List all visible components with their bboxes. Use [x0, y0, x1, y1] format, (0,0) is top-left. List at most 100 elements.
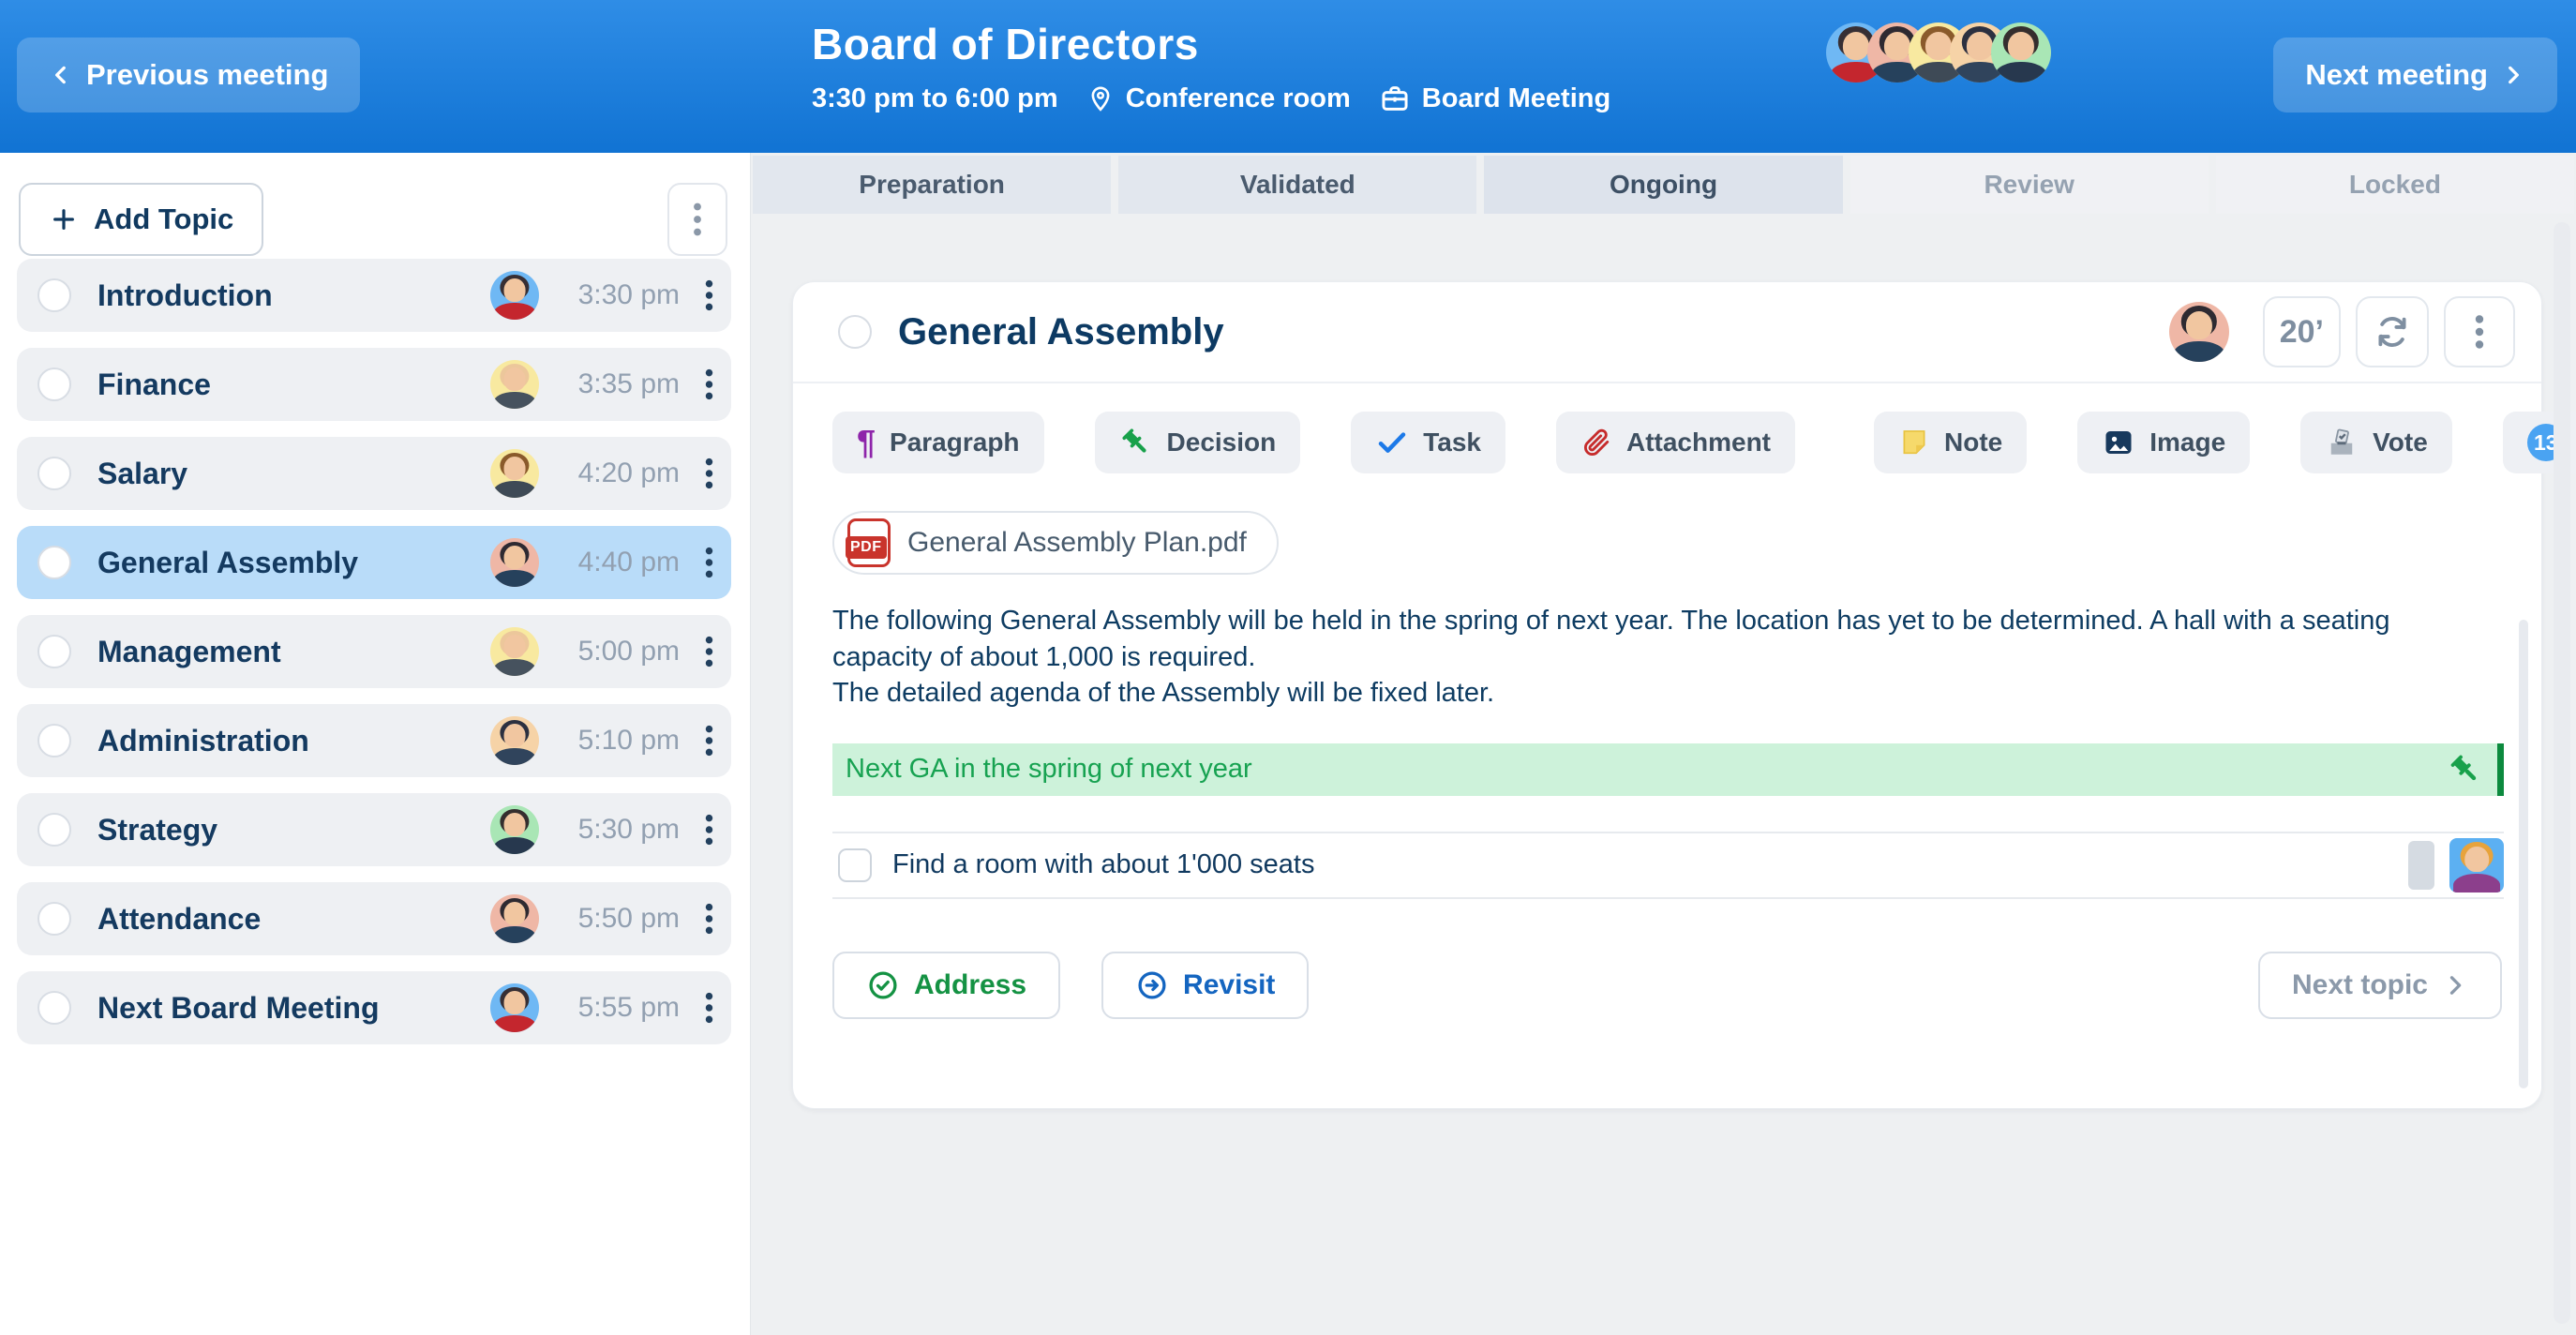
paragraph-line: The detailed agenda of the Assembly will… — [832, 678, 1495, 709]
topic-card-menu-button[interactable] — [2444, 296, 2515, 368]
checkmark-icon — [1375, 426, 1409, 459]
pilcrow-icon: ¶ — [857, 423, 876, 461]
status-tabs: Preparation Validated Ongoing Review Loc… — [753, 156, 2575, 214]
image-icon — [2102, 426, 2135, 459]
attendee-avatars[interactable] — [1826, 22, 2051, 82]
address-button[interactable]: Address — [832, 951, 1061, 1019]
topic-row-finance[interactable]: Finance 3:35 pm — [17, 348, 731, 421]
tab-validated[interactable]: Validated — [1118, 156, 1477, 214]
attachment-file-chip[interactable]: PDF General Assembly Plan.pdf — [832, 511, 1279, 575]
previous-meeting-button[interactable]: Previous meeting — [17, 38, 361, 112]
revisit-label: Revisit — [1183, 968, 1276, 1000]
paragraph-chip[interactable]: ¶ Paragraph — [832, 412, 1044, 473]
topic-time: 5:10 pm — [577, 725, 680, 756]
next-meeting-label: Next meeting — [2305, 58, 2488, 91]
task-chip[interactable]: Task — [1351, 412, 1505, 473]
topic-label: General Assembly — [97, 545, 359, 579]
card-scrollbar[interactable] — [2519, 620, 2528, 1088]
ballot-box-icon — [2325, 426, 2359, 459]
topic-menu-button[interactable] — [704, 368, 714, 401]
topic-avatar — [490, 538, 539, 587]
gavel-icon — [2448, 752, 2483, 788]
note-chip[interactable]: Note — [1874, 412, 2028, 473]
attachment-chip-button[interactable]: Attachment — [1555, 412, 1795, 473]
task-drag-handle[interactable] — [2408, 840, 2434, 890]
task-row[interactable]: Find a room with about 1'000 seats — [832, 831, 2504, 899]
topic-time: 5:55 pm — [577, 992, 680, 1023]
task-label: Find a room with about 1'000 seats — [892, 849, 1315, 880]
paragraph-chip-label: Paragraph — [890, 428, 1020, 457]
topic-label: Salary — [97, 456, 188, 490]
tab-preparation[interactable]: Preparation — [753, 156, 1112, 214]
paragraph-block[interactable]: The following General Assembly will be h… — [832, 603, 2464, 712]
refresh-icon — [2373, 312, 2412, 352]
main-scrollbar[interactable] — [2554, 222, 2570, 1324]
topic-row-general-assembly[interactable]: General Assembly 4:40 pm — [17, 526, 731, 599]
address-label: Address — [914, 968, 1027, 1000]
topic-checkbox[interactable] — [37, 813, 71, 847]
topic-checkbox[interactable] — [37, 724, 71, 758]
topic-time: 3:35 pm — [577, 368, 680, 399]
topic-label: Finance — [97, 367, 211, 401]
topic-label: Attendance — [97, 901, 262, 936]
refresh-button[interactable] — [2356, 296, 2429, 368]
meeting-header: Previous meeting Board of Directors 3:30… — [0, 0, 2576, 153]
attachment-chip-label: Attachment — [1625, 428, 1771, 457]
topic-label: Administration — [97, 723, 309, 758]
next-meeting-button[interactable]: Next meeting — [2273, 38, 2557, 112]
sticky-note-icon — [1898, 427, 1930, 458]
topic-time: 5:30 pm — [577, 814, 680, 845]
topic-label: Next Board Meeting — [97, 990, 380, 1025]
chevron-right-icon — [2501, 59, 2525, 91]
topic-menu-button[interactable] — [704, 902, 714, 936]
topics-sidebar: Add Topic Introduction 3:30 pm Finance 3… — [0, 153, 751, 1335]
topic-avatar — [490, 360, 539, 409]
topic-checkbox[interactable] — [37, 457, 71, 490]
topic-list: Introduction 3:30 pm Finance 3:35 pm Sal… — [17, 259, 731, 1044]
topic-row-strategy[interactable]: Strategy 5:30 pm — [17, 793, 731, 866]
topic-row-salary[interactable]: Salary 4:20 pm — [17, 437, 731, 510]
topic-row-administration[interactable]: Administration 5:10 pm — [17, 704, 731, 777]
image-chip[interactable]: Image — [2077, 412, 2251, 473]
task-chip-label: Task — [1423, 428, 1481, 457]
topic-menu-button[interactable] — [704, 546, 714, 579]
sidebar-toolbar: Add Topic — [19, 183, 727, 256]
decision-chip[interactable]: Decision — [1094, 412, 1301, 473]
add-topic-label: Add Topic — [94, 202, 234, 235]
next-topic-button[interactable]: Next topic — [2257, 951, 2502, 1019]
tab-ongoing[interactable]: Ongoing — [1484, 156, 1843, 214]
topic-row-next-board-meeting[interactable]: Next Board Meeting 5:55 pm — [17, 971, 731, 1044]
topic-row-introduction[interactable]: Introduction 3:30 pm — [17, 259, 731, 332]
topic-menu-button[interactable] — [704, 991, 714, 1025]
add-topic-button[interactable]: Add Topic — [19, 183, 264, 256]
gavel-icon — [1119, 426, 1153, 459]
topic-checkbox[interactable] — [37, 991, 71, 1025]
topic-menu-button[interactable] — [704, 278, 714, 312]
tab-review[interactable]: Review — [1850, 156, 2209, 214]
sidebar-menu-button[interactable] — [667, 183, 727, 256]
topic-label: Strategy — [97, 812, 218, 847]
topic-card-checkbox[interactable] — [838, 315, 872, 349]
topic-row-management[interactable]: Management 5:00 pm — [17, 615, 731, 688]
topic-menu-button[interactable] — [704, 813, 714, 847]
attachment-file-name: General Assembly Plan.pdf — [907, 527, 1247, 558]
topic-menu-button[interactable] — [704, 635, 714, 668]
vote-chip[interactable]: Vote — [2300, 412, 2452, 473]
topic-menu-button[interactable] — [704, 724, 714, 758]
task-checkbox[interactable] — [838, 848, 872, 882]
duration-button[interactable]: 20’ — [2262, 296, 2341, 368]
topic-checkbox[interactable] — [37, 546, 71, 579]
topic-checkbox[interactable] — [37, 902, 71, 936]
tab-locked[interactable]: Locked — [2215, 156, 2575, 214]
main-panel: Preparation Validated Ongoing Review Loc… — [751, 153, 2576, 1335]
topic-row-attendance[interactable]: Attendance 5:50 pm — [17, 882, 731, 955]
topic-avatar — [490, 449, 539, 498]
decision-block[interactable]: Next GA in the spring of next year — [832, 742, 2504, 796]
meeting-type-label: Board Meeting — [1421, 82, 1611, 113]
topic-checkbox[interactable] — [37, 278, 71, 312]
revisit-button[interactable]: Revisit — [1101, 951, 1310, 1019]
topic-checkbox[interactable] — [37, 368, 71, 401]
topic-menu-button[interactable] — [704, 457, 714, 490]
meeting-time-range: 3:30 pm to 6:00 pm — [812, 82, 1058, 113]
topic-checkbox[interactable] — [37, 635, 71, 668]
